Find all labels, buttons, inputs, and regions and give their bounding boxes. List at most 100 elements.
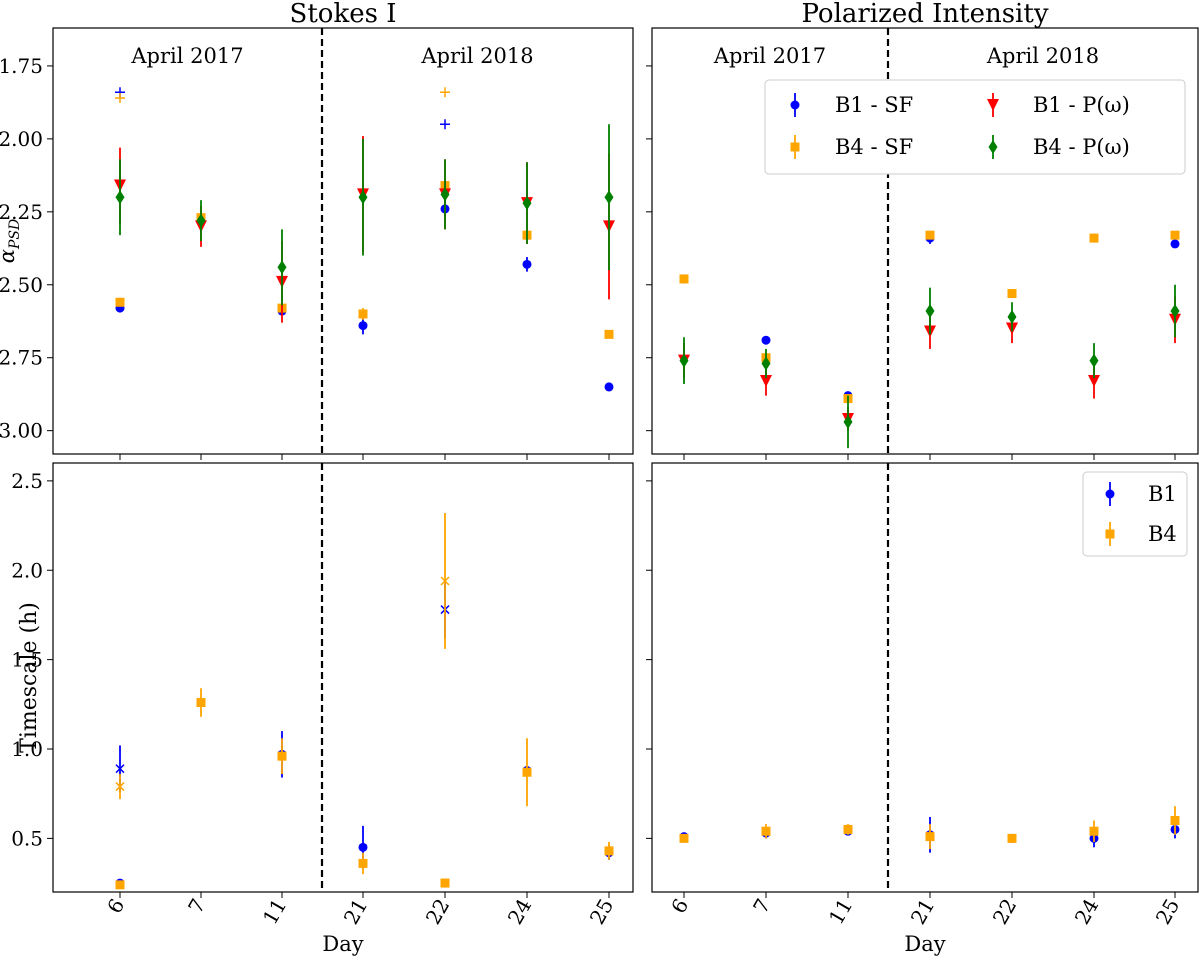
data-point <box>115 880 125 890</box>
panel-frame <box>52 462 634 893</box>
data-point <box>761 356 771 371</box>
x-tick-label: 24 <box>503 895 537 929</box>
series-b4-extra <box>115 87 450 104</box>
x-axis-label: Day <box>904 932 945 956</box>
y-tick-label: 0.5 <box>11 826 43 850</box>
data-point <box>925 832 935 842</box>
series-b4-cross <box>115 513 450 800</box>
series-b4 <box>679 806 1180 850</box>
data-point <box>440 878 450 888</box>
y-tick-label: −2.00 <box>0 127 43 151</box>
y-tick-label: 1.0 <box>11 737 43 761</box>
panel-title: Stokes I <box>290 0 397 29</box>
x-tick-label: 7 <box>748 895 775 918</box>
data-point <box>440 187 450 202</box>
series-b1-p- <box>114 135 615 323</box>
series-b4-p- <box>679 284 1180 449</box>
data-point <box>358 842 368 852</box>
data-point <box>1088 375 1100 388</box>
legend-marker <box>790 100 800 110</box>
data-point <box>440 119 450 130</box>
data-point <box>522 196 532 211</box>
data-point <box>277 260 287 275</box>
x-tick-label: 24 <box>1070 895 1104 929</box>
legend-box <box>764 79 1186 175</box>
x-tick-label: 11 <box>258 895 292 929</box>
x-tick-label: 25 <box>1151 895 1185 929</box>
legend-label: B1 - SF <box>835 93 913 117</box>
series-b4 <box>115 688 614 890</box>
y-axis-label: αPSD <box>0 219 23 263</box>
legend-label: B4 <box>1148 522 1177 546</box>
y-axis-label-subscript: PSD <box>7 219 23 250</box>
data-point <box>1170 239 1180 249</box>
data-point <box>196 213 206 228</box>
data-point <box>358 858 368 868</box>
data-point <box>679 274 689 284</box>
x-tick-label: 7 <box>183 895 210 918</box>
x-tick-label: 11 <box>824 895 858 929</box>
data-point <box>1007 309 1017 324</box>
x-tick-label: 21 <box>339 895 373 929</box>
data-point <box>115 297 125 307</box>
panel-frame <box>651 462 1199 893</box>
y-tick-label: −2.75 <box>0 346 43 370</box>
panel-frame <box>651 27 1199 455</box>
data-point <box>115 93 125 104</box>
data-point <box>679 833 689 843</box>
series-b4-p- <box>115 124 614 306</box>
data-point <box>843 824 853 834</box>
legend-marker <box>790 142 800 152</box>
data-point <box>604 846 614 856</box>
data-point <box>604 190 614 205</box>
data-point <box>115 764 125 774</box>
data-point <box>761 826 771 836</box>
data-point <box>1089 826 1099 836</box>
period-label-2017: April 2017 <box>713 44 826 68</box>
data-point <box>358 309 368 319</box>
y-axis-label: Timescale (h) <box>17 602 42 753</box>
y-tick-label: 2.5 <box>11 469 43 493</box>
data-point <box>358 190 368 205</box>
y-tick-label: −3.00 <box>0 419 43 443</box>
legend-label: B1 - P(ω) <box>1033 93 1130 117</box>
data-point <box>760 375 772 388</box>
data-point <box>522 767 532 777</box>
data-point <box>1170 816 1180 825</box>
x-tick-label: 25 <box>585 895 619 929</box>
data-point <box>679 353 689 368</box>
legend-marker <box>1105 529 1115 539</box>
legend-label: B4 - SF <box>835 135 913 159</box>
y-tick-label: −2.50 <box>0 273 43 297</box>
period-label-2018: April 2018 <box>986 44 1099 68</box>
period-label-2018: April 2018 <box>420 44 533 68</box>
y-tick-label: −2.25 <box>0 200 43 224</box>
data-point <box>196 698 206 708</box>
series-b4-sf <box>115 179 614 339</box>
data-point <box>115 190 125 205</box>
panel-title: Polarized Intensity <box>801 0 1048 29</box>
data-point <box>925 304 935 319</box>
panel-polarized-alpha: Polarized Intensity April 2017 April 2018 B… <box>646 0 1199 460</box>
legend-marker <box>1105 489 1115 499</box>
y-tick-label: 1.5 <box>11 648 43 672</box>
x-axis-label: Day <box>322 932 363 956</box>
x-tick-label: 22 <box>988 895 1022 929</box>
x-tick-label: 22 <box>421 895 455 929</box>
data-point <box>604 382 614 392</box>
data-point <box>1170 230 1180 240</box>
data-point <box>277 751 287 761</box>
data-point <box>761 335 771 345</box>
data-point <box>440 576 450 586</box>
data-point <box>925 230 935 240</box>
data-point <box>115 782 125 792</box>
data-point <box>604 329 614 339</box>
legend-label: B1 <box>1148 482 1177 506</box>
data-point <box>1007 289 1017 299</box>
y-axis-label-alpha: α <box>0 249 19 263</box>
data-point <box>843 414 853 429</box>
data-point <box>522 259 532 269</box>
x-tick-label: 6 <box>666 895 693 918</box>
panel-stokes-timescale: 0.5 1.0 1.5 2.0 2.5 6 7 11 21 22 24 25 Day Timescale … <box>11 462 634 956</box>
